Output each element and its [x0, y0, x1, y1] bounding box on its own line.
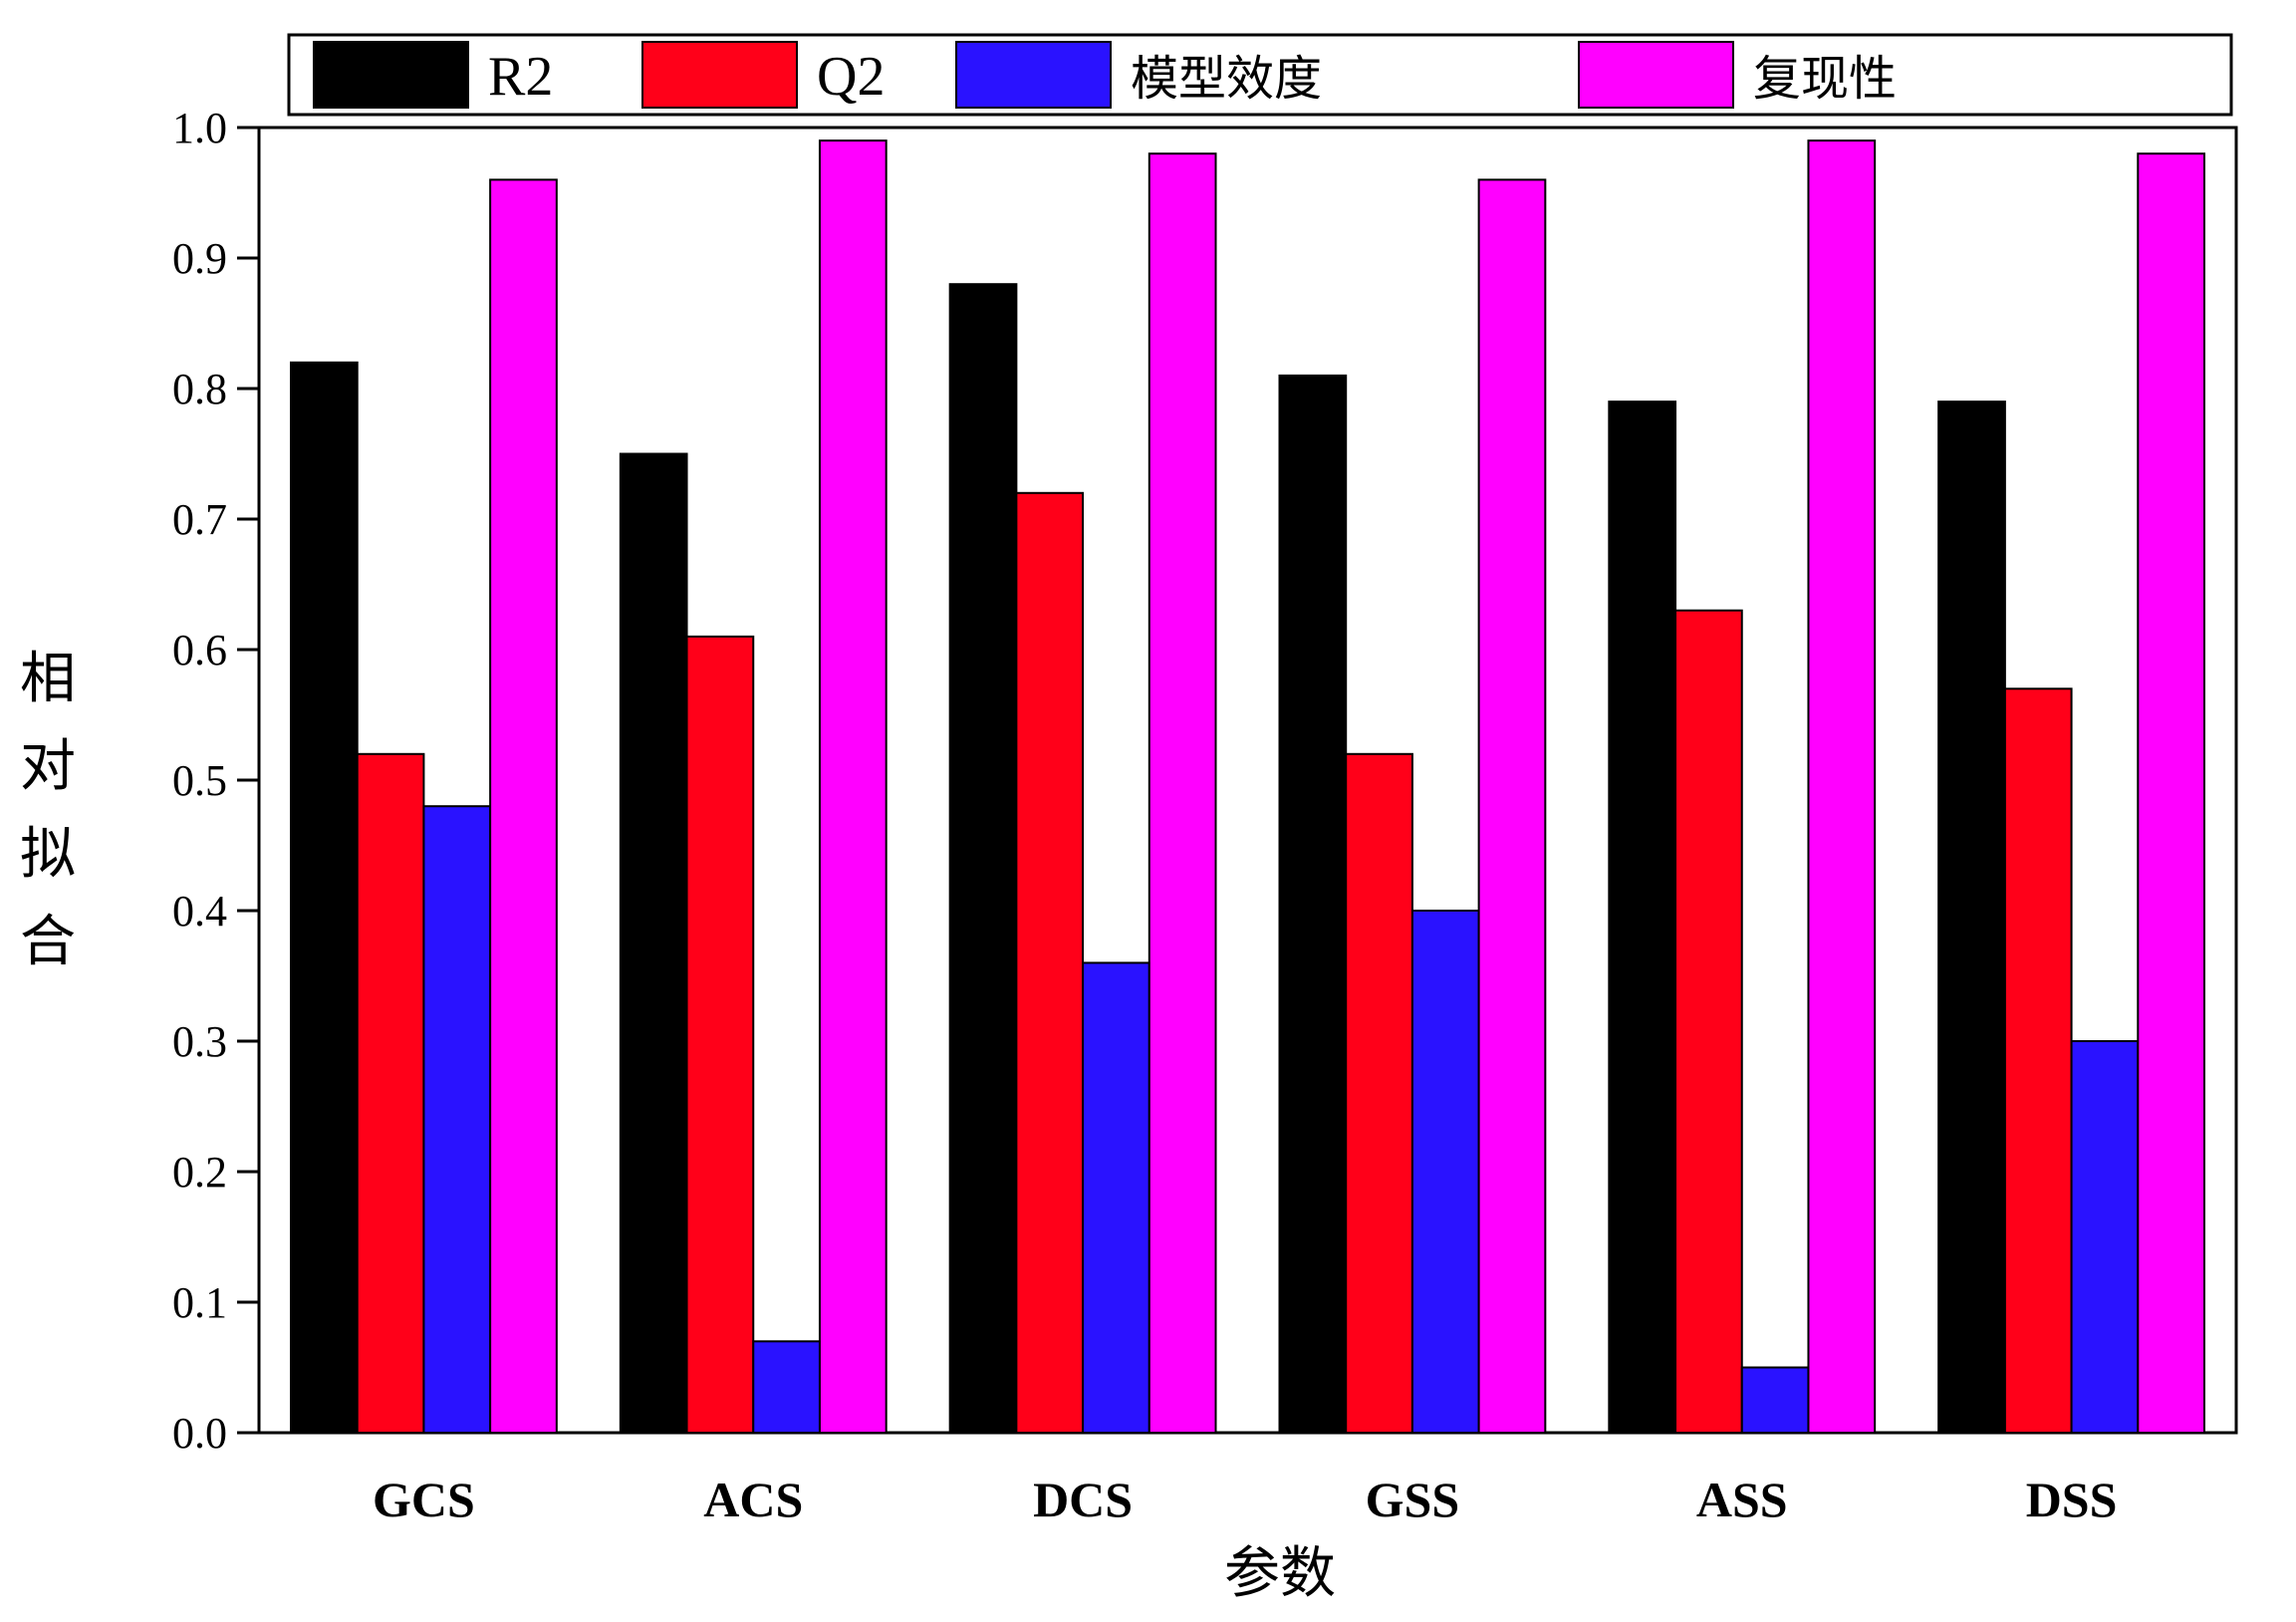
- bar-acs-3: [752, 1340, 821, 1435]
- legend-swatch: [641, 41, 798, 109]
- bar-gcs-3: [422, 805, 492, 1434]
- y-axis-title-char: 合: [20, 910, 76, 974]
- bar-gss-4: [1477, 178, 1547, 1434]
- y-tick-label: 0.4: [172, 887, 227, 936]
- y-tick-label: 0.6: [172, 626, 227, 675]
- bar-ass-3: [1740, 1366, 1810, 1434]
- x-tick-label: DSS: [2026, 1472, 2118, 1527]
- y-tick-label: 0.7: [172, 495, 227, 544]
- bar-gss-2: [1345, 752, 1413, 1434]
- bars: [290, 139, 2206, 1435]
- legend-swatch: [1578, 41, 1734, 109]
- bar-acs-2: [685, 635, 755, 1434]
- bar-gss-1: [1278, 374, 1348, 1434]
- legend: R2 Q2 模型效度 复现性: [287, 33, 2233, 117]
- bar-dcs-3: [1082, 961, 1150, 1435]
- x-axis-title: 参数: [1224, 1541, 1336, 1606]
- plot-area: 0.0 0.1 0.2 0.3 0.4 0.5 0.6 0.7 0.8 0.9 1.0 GCS ACS…: [172, 104, 2238, 1527]
- bar-gcs-4: [489, 178, 558, 1434]
- y-tick-label: 0.1: [172, 1278, 227, 1327]
- bar-dss-4: [2137, 152, 2206, 1435]
- x-tick-label: DCS: [1033, 1472, 1133, 1527]
- bar-acs-1: [619, 452, 688, 1434]
- bar-dcs-2: [1015, 491, 1085, 1434]
- legend-swatch: [955, 41, 1112, 109]
- y-tick-label: 0.2: [172, 1148, 227, 1197]
- y-tick-label: 0.0: [172, 1409, 227, 1458]
- bar-dss-2: [2003, 687, 2073, 1434]
- bar-gcs-1: [290, 361, 359, 1434]
- y-tick-label: 0.3: [172, 1017, 227, 1066]
- y-axis: 0.0 0.1 0.2 0.3 0.4 0.5 0.6 0.7 0.8 0.9 1.0: [172, 104, 259, 1458]
- legend-label: 复现性: [1753, 51, 1897, 107]
- bar-dss-1: [1937, 401, 2006, 1435]
- legend-label: 模型效度: [1131, 51, 1322, 107]
- y-tick-label: 1.0: [172, 104, 227, 152]
- bar-ass-4: [1807, 139, 1877, 1435]
- y-tick-label: 0.5: [172, 756, 227, 805]
- legend-swatch: [313, 41, 469, 109]
- bar-acs-4: [818, 139, 888, 1435]
- bar-ass-1: [1608, 401, 1677, 1435]
- y-axis-title-char: 对: [20, 734, 76, 799]
- x-axis: GCS ACS DCS GSS ASS DSS: [373, 1472, 2117, 1527]
- bar-dcs-4: [1148, 152, 1217, 1435]
- bar-ass-2: [1674, 609, 1743, 1434]
- x-tick-label: ASS: [1696, 1472, 1788, 1527]
- bar-dcs-1: [948, 283, 1018, 1435]
- bar-gss-3: [1410, 910, 1480, 1434]
- y-tick-label: 0.9: [172, 234, 227, 283]
- legend-label: R2: [488, 46, 553, 108]
- y-axis-title-char: 拟: [20, 822, 76, 887]
- legend-label: Q2: [817, 46, 885, 108]
- bar-gcs-2: [356, 752, 425, 1434]
- x-tick-label: GCS: [373, 1472, 475, 1527]
- x-tick-label: ACS: [703, 1472, 803, 1527]
- legend-box: [287, 33, 2233, 117]
- bar-dss-3: [2070, 1040, 2140, 1434]
- y-axis-title-char: 相: [20, 647, 76, 711]
- x-tick-label: GSS: [1366, 1472, 1460, 1527]
- y-tick-label: 0.8: [172, 365, 227, 413]
